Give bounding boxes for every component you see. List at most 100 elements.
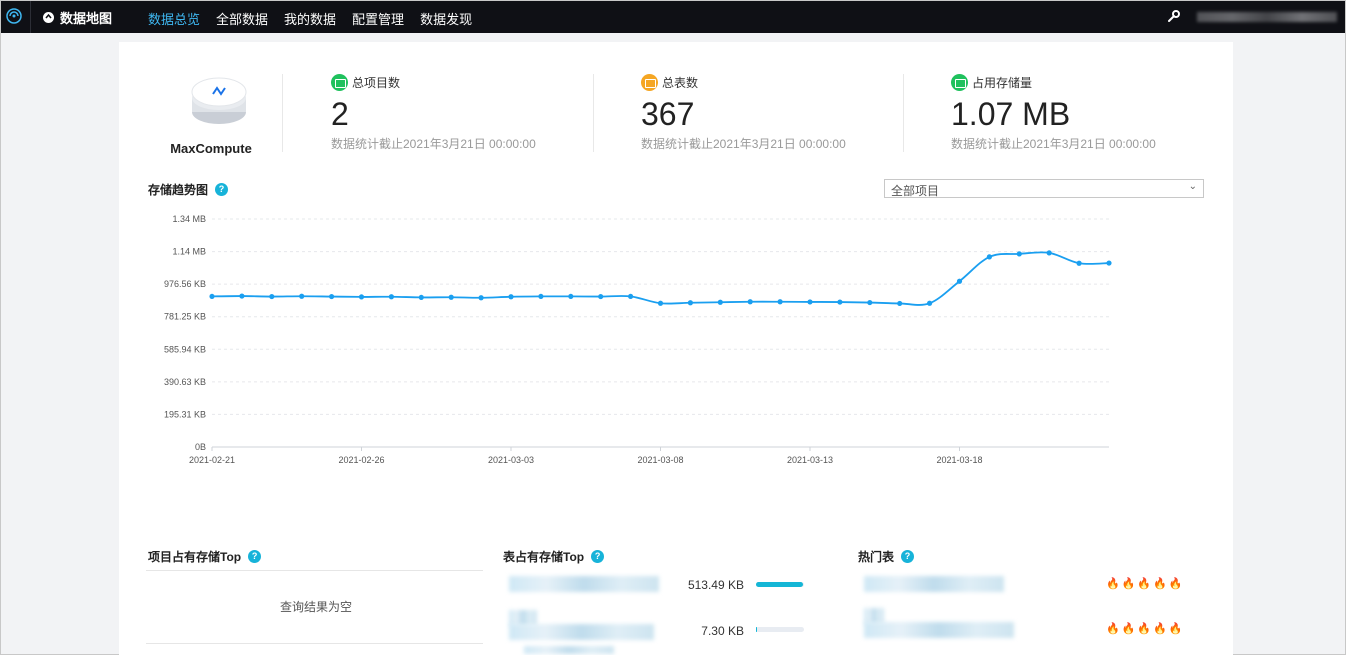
- hot-tables-title-text: 热门表: [858, 550, 895, 564]
- table-name-link[interactable]: [509, 576, 659, 592]
- y-tick-label: 781.25 KB: [164, 312, 206, 322]
- hotness-fire-icons: 🔥🔥🔥🔥🔥: [1106, 578, 1185, 590]
- wrench-icon[interactable]: [1167, 9, 1181, 23]
- product-name: MaxCompute: [170, 141, 252, 156]
- table-icon: [641, 74, 658, 91]
- topbar-divider: [30, 1, 31, 33]
- table-size: 513.49 KB: [687, 578, 744, 592]
- size-bar-fill: [756, 582, 804, 587]
- compass-icon: [43, 12, 54, 23]
- stat-projects: 总项目数 2 数据统计截止2021年3月21日 00:00:00: [331, 74, 536, 152]
- hot-table-link[interactable]: [864, 576, 1004, 592]
- stat-value: 367: [641, 96, 695, 132]
- data-point: [538, 293, 544, 300]
- stat-value: 2: [331, 96, 349, 132]
- hot-table-link[interactable]: [864, 608, 884, 624]
- y-tick-label: 195.31 KB: [164, 409, 206, 419]
- stat-note: 数据统计截止2021年3月21日 00:00:00: [331, 137, 536, 151]
- data-point: [568, 293, 574, 300]
- overview-card: MaxCompute 总项目数 2 数据统计截止2021年3月21日 00:00…: [119, 42, 1233, 655]
- data-point: [897, 300, 903, 307]
- data-point: [747, 299, 753, 305]
- data-point: [986, 254, 993, 260]
- size-bar: [756, 627, 804, 632]
- data-point: [388, 294, 394, 300]
- chevron-down-icon: ⌄: [1188, 181, 1197, 192]
- data-point: [927, 300, 933, 306]
- table-size: 7.30 KB: [701, 624, 744, 638]
- data-point: [687, 300, 694, 306]
- stat-divider: [593, 74, 594, 152]
- user-account[interactable]: [1197, 12, 1337, 22]
- nav-overview[interactable]: 数据总览: [148, 12, 201, 27]
- nav-config[interactable]: 配置管理: [352, 12, 405, 27]
- project-filter-select[interactable]: 全部项目 ⌄: [884, 179, 1204, 198]
- stat-divider: [903, 74, 904, 152]
- select-value: 全部项目: [891, 184, 940, 198]
- nav-my-data[interactable]: 我的数据: [284, 12, 337, 27]
- data-point: [269, 293, 275, 300]
- stat-tables: 总表数 367 数据统计截止2021年3月21日 00:00:00: [641, 74, 846, 152]
- hot-tables-title: 热门表 ?: [858, 548, 915, 565]
- data-point: [956, 278, 963, 284]
- data-point: [598, 293, 604, 300]
- data-point: [448, 294, 454, 300]
- project-top-title-text: 项目占有存储Top: [148, 550, 242, 564]
- data-point: [717, 299, 723, 305]
- data-point: [628, 293, 634, 300]
- trend-title: 存储趋势图 ?: [148, 181, 229, 198]
- nav-discovery[interactable]: 数据发现: [420, 12, 473, 27]
- stat-label: 总项目数: [352, 76, 401, 90]
- data-point: [657, 300, 664, 306]
- brand-title: 数据地图: [60, 11, 113, 26]
- help-icon[interactable]: ?: [591, 550, 605, 563]
- size-bar-fill: [756, 627, 757, 632]
- app-logo-icon[interactable]: [5, 7, 23, 25]
- maxcompute-logo-icon: [191, 77, 247, 124]
- main-nav: 数据总览 全部数据 我的数据 配置管理 数据发现: [148, 9, 472, 28]
- y-tick-label: 390.63 KB: [164, 377, 206, 387]
- table-top-title: 表占有存储Top ?: [503, 548, 605, 565]
- size-bar: [756, 582, 804, 587]
- help-icon[interactable]: ?: [248, 550, 262, 563]
- hot-table-link[interactable]: [864, 622, 1014, 638]
- data-point: [1076, 260, 1082, 266]
- stat-storage: 占用存储量 1.07 MB 数据统计截止2021年3月21日 00:00:00: [951, 74, 1156, 152]
- data-point: [478, 295, 484, 301]
- y-tick-label: 1.34 MB: [172, 214, 206, 224]
- table-name-link[interactable]: [509, 610, 537, 626]
- table-name-link[interactable]: [509, 624, 654, 640]
- nav-all-data[interactable]: 全部数据: [216, 12, 269, 27]
- help-icon[interactable]: ?: [901, 550, 915, 563]
- x-tick-label: 2021-02-26: [338, 455, 384, 465]
- x-tick-label: 2021-02-21: [189, 455, 235, 465]
- x-tick-label: 2021-03-18: [936, 455, 982, 465]
- table-name-link[interactable]: [524, 646, 614, 654]
- stat-value: 1.07 MB: [951, 96, 1071, 132]
- stat-note: 数据统计截止2021年3月21日 00:00:00: [951, 137, 1156, 151]
- x-tick-label: 2021-03-08: [637, 455, 683, 465]
- empty-result: 查询结果为空: [279, 600, 352, 614]
- y-tick-label: 0B: [195, 442, 206, 452]
- help-icon[interactable]: ?: [215, 183, 229, 196]
- y-tick-label: 1.14 MB: [172, 247, 206, 257]
- data-point: [508, 294, 514, 300]
- stat-label: 占用存储量: [972, 76, 1033, 90]
- product-block: MaxCompute: [165, 72, 257, 156]
- data-point: [418, 294, 424, 301]
- x-tick-label: 2021-03-13: [787, 455, 833, 465]
- top-navigation-bar: 数据地图 数据总览 全部数据 我的数据 配置管理 数据发现: [1, 1, 1345, 33]
- y-tick-label: 976.56 KB: [164, 279, 206, 289]
- data-point: [777, 299, 783, 305]
- data-point: [209, 293, 215, 300]
- y-tick-label: 585.94 KB: [164, 344, 206, 354]
- data-point: [807, 299, 813, 305]
- data-point: [1046, 250, 1052, 256]
- data-point: [358, 294, 365, 300]
- x-tick-label: 2021-03-03: [488, 455, 534, 465]
- data-point: [239, 293, 245, 299]
- table-top-title-text: 表占有存储Top: [503, 550, 585, 564]
- storage-icon: [951, 74, 968, 91]
- brand[interactable]: 数据地图: [42, 8, 112, 27]
- hotness-fire-icons: 🔥🔥🔥🔥🔥: [1106, 623, 1185, 635]
